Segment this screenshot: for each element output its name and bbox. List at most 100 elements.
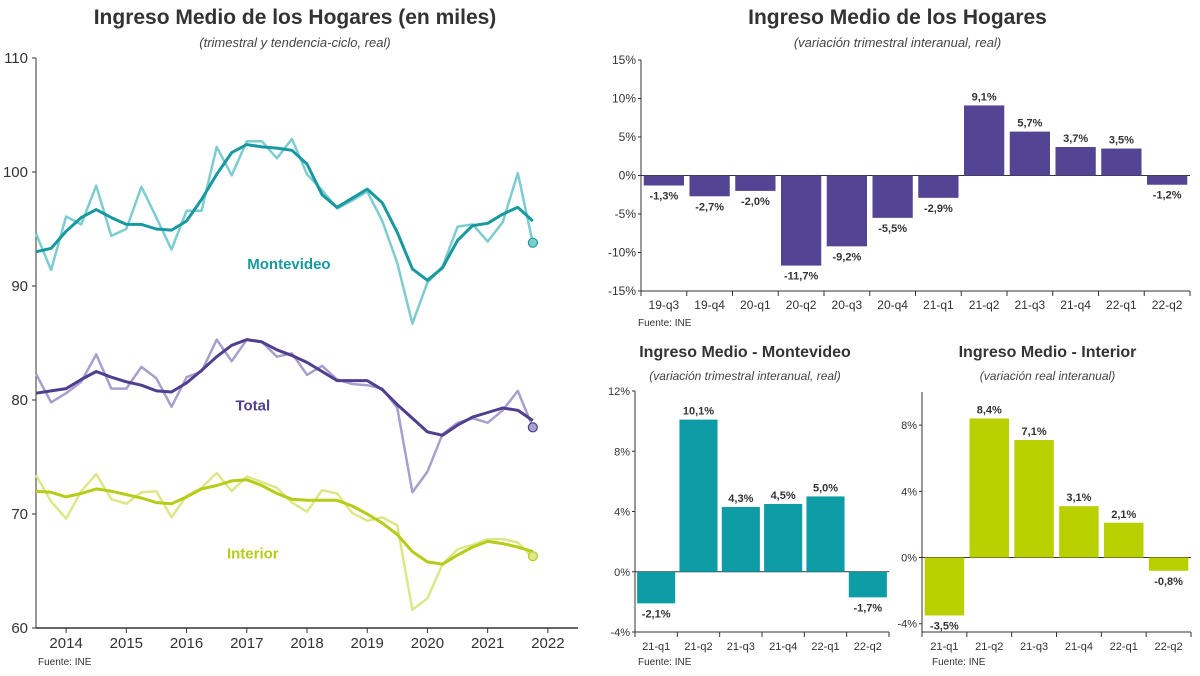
data-label: 3,1% bbox=[1066, 492, 1091, 504]
data-label: 9,1% bbox=[972, 91, 997, 103]
y-tick-label: 10% bbox=[612, 92, 636, 106]
x-tick-label: 2018 bbox=[290, 635, 323, 652]
y-tick-label: -4% bbox=[610, 627, 630, 639]
x-tick-label: 22-q2 bbox=[1152, 298, 1183, 312]
x-tick-label: 2017 bbox=[230, 635, 263, 652]
y-tick-label: 110 bbox=[4, 50, 28, 67]
y-tick-label: 90 bbox=[11, 278, 28, 295]
x-tick-label: 21-q3 bbox=[1015, 298, 1046, 312]
x-tick-label: 22-q1 bbox=[1110, 641, 1138, 653]
montevideo-trend-line bbox=[35, 143, 534, 282]
interior-quarterly-line bbox=[34, 471, 534, 612]
x-tick-label: 21-q3 bbox=[727, 641, 755, 653]
y-tick-label: 4% bbox=[901, 486, 917, 498]
bar-21-q3 bbox=[1009, 131, 1051, 176]
data-label: 7,1% bbox=[1022, 426, 1047, 438]
bar-19-q3 bbox=[643, 175, 685, 186]
bar-21-q2 bbox=[963, 105, 1005, 176]
line-chart-source: Fuente: INE bbox=[38, 657, 92, 668]
x-tick-label: 21-q4 bbox=[769, 641, 797, 653]
y-tick-label: 70 bbox=[11, 506, 28, 523]
x-tick-label: 2014 bbox=[49, 635, 82, 652]
y-tick-label: 8% bbox=[901, 420, 917, 432]
bar-21-q3 bbox=[721, 506, 760, 572]
data-label: -2,9% bbox=[924, 203, 953, 215]
y-tick-label: 60 bbox=[11, 620, 28, 637]
montevideo-series-label: Montevideo bbox=[247, 256, 330, 273]
y-tick-label: 5% bbox=[619, 130, 637, 144]
bar-20-q2 bbox=[780, 175, 822, 266]
bar-22-q1 bbox=[806, 496, 845, 572]
data-label: -2,7% bbox=[695, 201, 724, 213]
data-label: -2,1% bbox=[642, 608, 671, 620]
data-label: 8,4% bbox=[977, 404, 1002, 416]
montevideo-bar-chart-title: Ingreso Medio - Montevideo bbox=[639, 344, 851, 361]
x-tick-label: 19-q4 bbox=[694, 298, 725, 312]
data-label: -3,5% bbox=[930, 620, 959, 632]
total-bar-chart-subtitle: (variación trimestral interanual, real) bbox=[793, 35, 1002, 50]
x-tick-label: 21-q4 bbox=[1060, 298, 1091, 312]
x-tick-label: 21-q1 bbox=[923, 298, 954, 312]
bar-21-q2 bbox=[679, 419, 718, 572]
x-tick-label: 21-q3 bbox=[1020, 641, 1048, 653]
y-tick-label: 0% bbox=[901, 553, 917, 565]
bar-22-q2 bbox=[1146, 175, 1188, 185]
bar-21-q1 bbox=[924, 557, 965, 616]
x-tick-label: 20-q4 bbox=[877, 298, 908, 312]
line-chart-title: Ingreso Medio de los Hogares (en miles) bbox=[93, 6, 497, 29]
data-label: 2,1% bbox=[1111, 509, 1136, 521]
x-tick-label: 22-q1 bbox=[811, 641, 839, 653]
bar-22-q2 bbox=[1148, 557, 1189, 571]
x-tick-label: 22-q2 bbox=[854, 641, 882, 653]
bar-21-q1 bbox=[637, 571, 676, 604]
data-label: -11,7% bbox=[784, 271, 818, 283]
x-tick-label: 2022 bbox=[531, 635, 564, 652]
y-tick-label: -10% bbox=[608, 246, 636, 260]
bar-22-q1 bbox=[1101, 148, 1142, 176]
total-quarterly-line bbox=[34, 338, 534, 494]
total-bar-chart-panel: Ingreso Medio de los Hogares (variación … bbox=[595, 0, 1200, 335]
x-tick-label: 21-q1 bbox=[930, 641, 958, 653]
x-tick-label: 21-q4 bbox=[1065, 641, 1093, 653]
bar-19-q4 bbox=[689, 175, 730, 197]
y-tick-label: 0% bbox=[619, 169, 637, 183]
x-tick-label: 20-q3 bbox=[832, 298, 863, 312]
data-label: 4,3% bbox=[728, 493, 753, 505]
line-chart: 60 70 80 90 100 110 2014 2015 2016 2017 2018 2019 20… bbox=[3, 50, 578, 652]
data-label: 5,0% bbox=[813, 482, 838, 494]
total-series-label: Total bbox=[235, 397, 270, 414]
montevideo-bar-chart: -4% 0% 4% 8% 12% -2,1% 21-q1 10,1% 21-q2 4,3% 21-q… bbox=[608, 386, 890, 653]
data-label: -0,8% bbox=[1154, 576, 1183, 588]
x-tick-label: 21-q2 bbox=[684, 641, 712, 653]
line-chart-subtitle: (trimestral y tendencia-ciclo, real) bbox=[199, 35, 391, 50]
data-label: 4,5% bbox=[771, 490, 796, 502]
montevideo-last-point bbox=[527, 237, 538, 248]
y-tick-label: -4% bbox=[897, 619, 917, 631]
interior-bar-chart-subtitle: (variación real interanual) bbox=[979, 369, 1116, 383]
total-trend-line bbox=[35, 338, 534, 437]
montevideo-bar-chart-subtitle: (variación trimestral interanual, real) bbox=[649, 369, 841, 383]
bar-20-q1 bbox=[735, 175, 776, 191]
data-label: -9,2% bbox=[833, 251, 862, 263]
data-label: 10,1% bbox=[683, 406, 714, 418]
data-label: -1,2% bbox=[1153, 190, 1182, 202]
bar-22-q2 bbox=[848, 571, 887, 598]
total-bar-chart-title: Ingreso Medio de los Hogares bbox=[748, 6, 1047, 29]
x-tick-label: 19-q3 bbox=[649, 298, 680, 312]
data-label: 5,7% bbox=[1017, 118, 1042, 130]
x-tick-label: 21-q2 bbox=[975, 641, 1003, 653]
data-label: -1,7% bbox=[853, 602, 882, 614]
bar-21-q2 bbox=[969, 418, 1009, 558]
y-tick-label: 80 bbox=[11, 392, 28, 409]
y-tick-label: -5% bbox=[615, 207, 637, 221]
montevideo-bar-chart-panel: Ingreso Medio - Montevideo (variación tr… bbox=[595, 340, 895, 676]
x-tick-label: 2015 bbox=[110, 635, 143, 652]
x-tick-label: 21-q2 bbox=[969, 298, 1000, 312]
bar-20-q4 bbox=[872, 175, 913, 218]
montevideo-bar-chart-source: Fuente: INE bbox=[638, 657, 692, 668]
data-label: 3,7% bbox=[1063, 133, 1088, 145]
interior-bar-chart-source: Fuente: INE bbox=[932, 657, 986, 668]
x-tick-label: 20-q1 bbox=[740, 298, 771, 312]
bar-22-q1 bbox=[1104, 522, 1144, 558]
x-tick-label: 22-q2 bbox=[1155, 641, 1183, 653]
